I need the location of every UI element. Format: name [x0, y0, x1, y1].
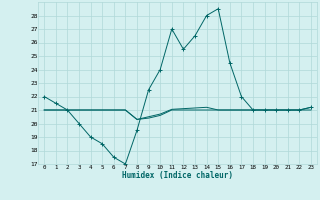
- X-axis label: Humidex (Indice chaleur): Humidex (Indice chaleur): [122, 171, 233, 180]
